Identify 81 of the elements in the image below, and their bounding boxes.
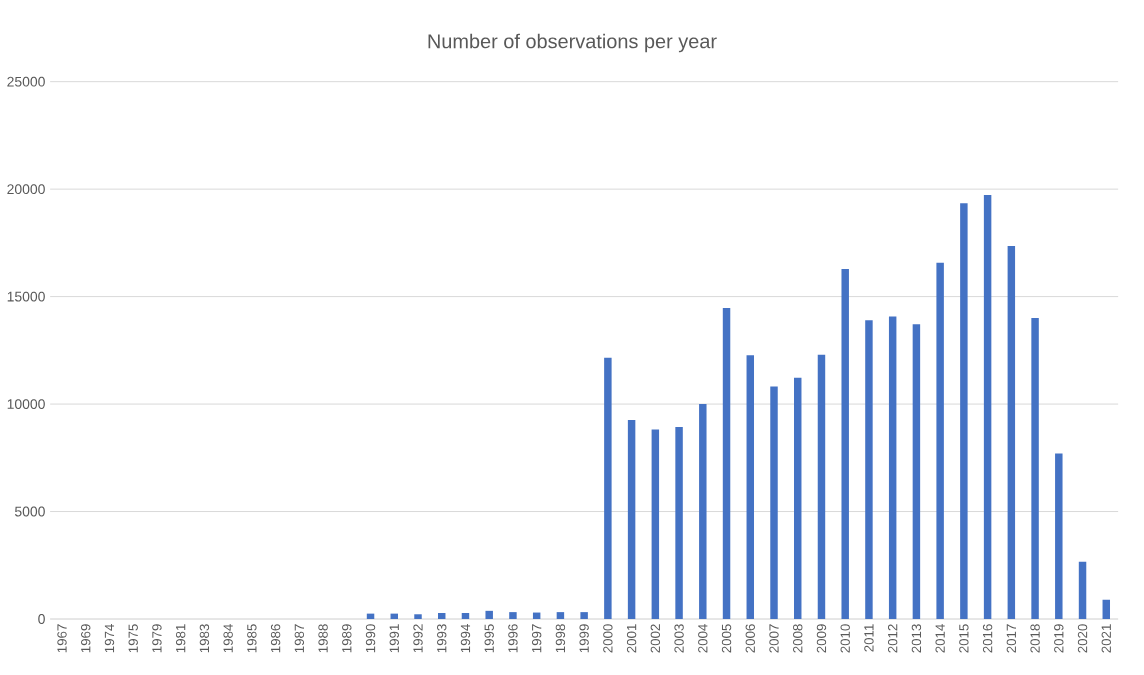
x-tick-label: 2015 — [959, 624, 969, 653]
x-tick-label: 2014 — [935, 624, 945, 653]
bar — [509, 612, 517, 619]
x-tick-label: 2019 — [1054, 624, 1064, 653]
x-tick-label: 1967 — [57, 624, 67, 653]
bar — [794, 377, 802, 619]
x-tick-label: 1993 — [437, 624, 447, 653]
x-tick-label: 2018 — [1030, 624, 1040, 653]
x-tick-label: 2021 — [1101, 624, 1111, 653]
y-tick-label: 10000 — [7, 399, 45, 410]
bar — [865, 320, 873, 619]
x-tick-label: 2003 — [674, 624, 684, 653]
x-tick-label: 1969 — [81, 624, 91, 653]
x-tick-label: 1975 — [128, 624, 138, 653]
x-tick-label: 1998 — [555, 624, 566, 653]
x-tick-label: 2005 — [721, 624, 732, 653]
bar — [888, 316, 897, 619]
x-tick-label: 1990 — [365, 624, 376, 653]
x-tick-label: 1994 — [460, 624, 471, 653]
x-tick-label: 1999 — [579, 624, 589, 653]
x-tick-label: 1988 — [318, 624, 328, 653]
x-tick-label: 2000 — [603, 624, 613, 653]
y-tick-label: 15000 — [7, 291, 45, 302]
bar — [960, 203, 968, 619]
x-tick-label: 2016 — [982, 624, 993, 653]
x-tick-label: 1997 — [531, 624, 542, 653]
x-tick-label: 1989 — [342, 624, 352, 653]
x-tick-label: 2008 — [793, 624, 803, 653]
x-tick-label: 1986 — [270, 624, 281, 653]
y-tick-label: 5000 — [14, 506, 45, 517]
x-tick-label: 2017 — [1006, 624, 1017, 653]
x-tick-label: 1984 — [223, 624, 233, 653]
x-tick-label: 1996 — [508, 624, 518, 653]
bar — [485, 610, 493, 619]
bar — [461, 612, 470, 619]
bar — [604, 357, 612, 619]
x-tick-label: 1979 — [152, 624, 162, 653]
bar — [414, 614, 422, 619]
x-tick-label: 2012 — [887, 624, 898, 653]
chart-title: Number of observations per year — [428, 33, 717, 53]
bar — [699, 404, 707, 619]
bar — [556, 612, 565, 619]
y-tick-label: 20000 — [7, 184, 45, 195]
bar — [912, 324, 921, 619]
bar — [983, 194, 992, 619]
x-tick-label: 2010 — [840, 624, 850, 653]
bar — [438, 612, 446, 619]
x-tick-label: 2009 — [816, 624, 827, 653]
x-tick-label: 1983 — [199, 624, 210, 653]
bar — [1007, 246, 1016, 619]
x-tick-label: 2011 — [864, 624, 874, 652]
x-tick-label: 2004 — [698, 624, 708, 653]
x-tick-label: 2020 — [1077, 624, 1088, 653]
y-tick-label: 0 — [38, 614, 45, 624]
x-tick-label: 2002 — [650, 624, 661, 653]
bar — [675, 427, 683, 619]
bar — [817, 354, 826, 619]
x-tick-label: 2007 — [769, 624, 779, 653]
bar — [651, 429, 660, 619]
x-tick-label: 2001 — [626, 624, 637, 653]
bar — [936, 262, 944, 619]
bar — [627, 419, 636, 619]
x-tick-label: 2013 — [911, 624, 922, 653]
bar — [1031, 318, 1039, 619]
x-tick-label: 1992 — [413, 624, 423, 653]
bar — [841, 269, 849, 619]
x-tick-label: 1974 — [104, 624, 115, 653]
bar — [770, 386, 778, 619]
bar — [1055, 453, 1063, 619]
bar — [1102, 599, 1111, 619]
bar — [722, 307, 731, 619]
bar — [746, 355, 755, 619]
bar — [1078, 561, 1087, 619]
x-tick-label: 1981 — [175, 624, 186, 653]
x-tick-label: 1991 — [389, 624, 399, 653]
bar — [580, 612, 588, 619]
y-tick-label: 25000 — [7, 76, 45, 87]
x-tick-label: 1985 — [247, 624, 257, 653]
x-tick-label: 1995 — [484, 624, 494, 653]
x-tick-label: 2006 — [745, 624, 755, 653]
x-tick-label: 1987 — [294, 624, 305, 653]
